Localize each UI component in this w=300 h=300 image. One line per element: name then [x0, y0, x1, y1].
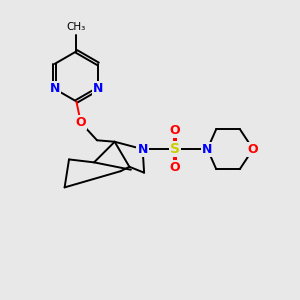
Text: N: N: [202, 142, 213, 156]
Text: O: O: [76, 116, 86, 129]
Text: N: N: [93, 82, 103, 95]
Text: S: S: [170, 142, 180, 156]
Text: O: O: [170, 161, 180, 174]
Text: O: O: [170, 124, 180, 137]
Text: N: N: [50, 82, 60, 95]
Text: O: O: [248, 142, 258, 156]
Text: N: N: [137, 142, 148, 156]
Text: CH₃: CH₃: [67, 22, 86, 32]
